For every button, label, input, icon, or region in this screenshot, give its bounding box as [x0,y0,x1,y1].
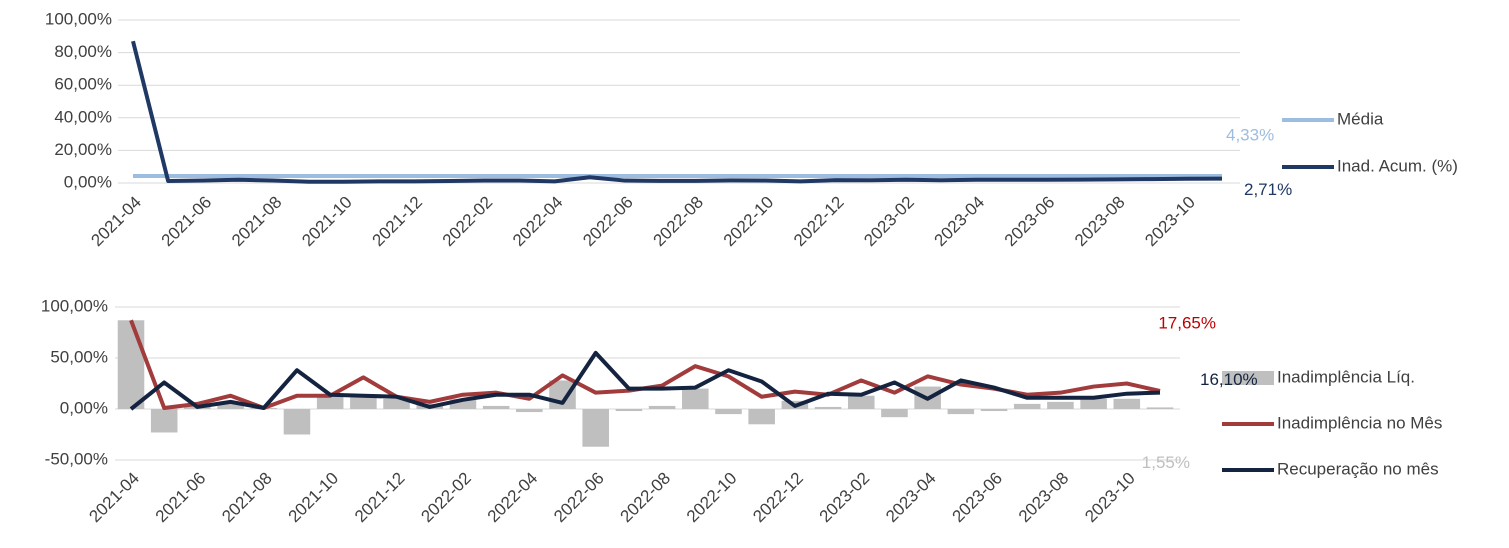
bar [715,409,742,415]
x-tick-label: 2021-04 [87,193,145,251]
x-tick-label: 2022-08 [650,193,708,251]
bar [847,395,875,409]
bar [449,398,477,409]
x-tick-label: 2022-12 [749,469,807,527]
legend-label: Inadimplência no Mês [1277,413,1442,432]
x-tick-label: 2021-08 [218,469,276,527]
legend-label: Média [1337,109,1384,128]
bar [1047,401,1074,409]
bar [1113,398,1141,409]
bar [582,409,609,447]
x-tick-label: 2022-08 [617,469,675,527]
x-tick-label: 2023-06 [948,469,1006,527]
y-tick-label: 20,00% [54,140,112,159]
bar [748,409,775,425]
x-tick-label: 2023-10 [1081,469,1139,527]
x-tick-label: 2023-08 [1015,469,1073,527]
data-label: 2,71% [1244,180,1292,199]
data-label: 1,55% [1142,453,1190,472]
y-tick-label: 60,00% [54,75,112,94]
x-tick-label: 2023-04 [882,469,940,527]
y-tick-label: 0,00% [60,398,108,417]
x-tick-label: 2021-12 [368,193,426,251]
x-tick-label: 2022-06 [579,193,637,251]
bar [881,409,908,418]
bar [1146,407,1174,409]
x-tick-label: 2022-04 [484,469,542,527]
y-tick-label: -50,00% [45,449,108,468]
legend-label: Inad. Acum. (%) [1337,156,1458,175]
bar [482,405,510,409]
x-tick-label: 2023-04 [931,193,989,251]
x-tick-label: 2021-06 [158,193,216,251]
x-tick-label: 2023-02 [860,193,918,251]
y-tick-label: 50,00% [50,347,108,366]
bar [682,388,709,409]
bar [980,409,1008,412]
x-tick-label: 2021-08 [228,193,286,251]
x-tick-label: 2023-08 [1071,193,1129,251]
y-tick-label: 0,00% [64,172,112,191]
bar [316,395,344,409]
bar [117,320,145,409]
bar [1013,403,1041,409]
legend-label: Inadimplência Líq. [1277,367,1415,386]
y-tick-label: 40,00% [54,107,112,126]
data-label: 17,65% [1158,313,1216,332]
legend-label: Recuperação no mês [1277,459,1439,478]
x-tick-label: 2022-10 [683,469,741,527]
x-tick-label: 2021-04 [85,469,143,527]
bar [947,409,975,415]
x-tick-label: 2022-02 [417,469,475,527]
bar [217,403,244,409]
x-tick-label: 2022-10 [720,193,778,251]
x-tick-label: 2021-06 [152,469,210,527]
bar [516,409,543,413]
x-tick-label: 2023-02 [816,469,874,527]
x-tick-label: 2022-06 [550,469,608,527]
x-tick-label: 2023-10 [1141,193,1199,251]
bar [383,398,410,409]
bar [283,409,311,435]
x-tick-label: 2022-04 [509,193,567,251]
bar [350,395,377,409]
y-tick-label: 80,00% [54,42,112,61]
x-tick-label: 2021-12 [351,469,409,527]
x-tick-label: 2022-12 [790,193,848,251]
bar [1080,398,1107,409]
line-series [129,350,1161,411]
x-tick-label: 2022-02 [439,193,497,251]
data-label: 16,10% [1200,370,1258,389]
legend-swatch [1222,371,1274,385]
x-tick-label: 2021-10 [298,193,356,251]
line-series [131,40,1223,184]
y-tick-label: 100,00% [41,296,108,315]
bar [150,409,178,433]
data-label: 4,33% [1226,125,1274,144]
bar [648,405,676,409]
y-tick-label: 100,00% [45,9,112,28]
line-series [129,319,1161,410]
x-tick-label: 2021-10 [285,469,343,527]
bar [814,406,842,409]
bar [615,409,643,412]
x-tick-label: 2023-06 [1001,193,1059,251]
